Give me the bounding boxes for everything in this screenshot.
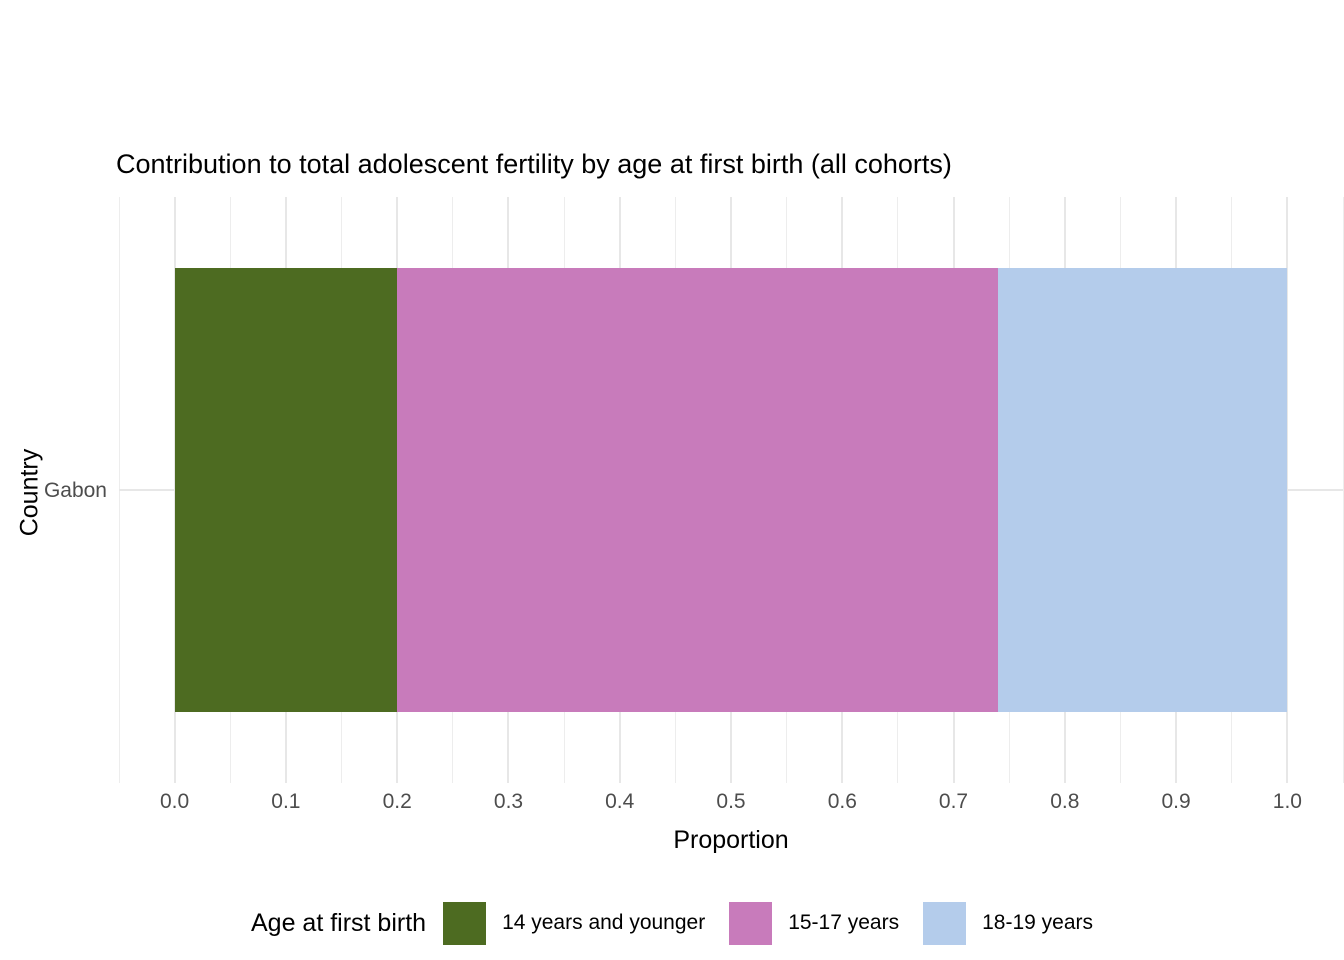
x-tick-label-0.1: 0.1 <box>271 790 301 813</box>
legend-label: 14 years and younger <box>502 911 706 934</box>
x-tick-label-0.6: 0.6 <box>827 790 857 813</box>
x-tick-label-0.2: 0.2 <box>382 790 412 813</box>
plot-panel: 0.0 0.1 0.2 0.3 0.4 0.5 0.6 0.7 0.8 0.9 1.0 <box>118 197 1344 813</box>
legend: Age at first birth 14 years and younger 1… <box>0 901 1344 945</box>
legend-title: Age at first birth <box>250 908 427 937</box>
gridline-minor-x <box>1342 197 1344 783</box>
legend-label: 18-19 years <box>982 911 1094 934</box>
legend-item-14-years-and-younger: 14 years and younger <box>443 901 706 945</box>
x-tick-label-0.5: 0.5 <box>716 790 746 813</box>
legend-swatch-icon <box>729 901 773 945</box>
legend-item-15-17-years: 15-17 years <box>729 901 900 945</box>
x-tick-label-0.9: 0.9 <box>1161 790 1191 813</box>
x-tick-label-0.7: 0.7 <box>938 790 969 813</box>
y-tick-label-gabon: Gabon <box>43 479 107 502</box>
legend-label: 15-17 years <box>788 911 900 934</box>
chart-title: Contribution to total adolescent fertili… <box>116 149 952 179</box>
x-axis-title: Proportion <box>673 826 789 854</box>
x-tick-label-0.4: 0.4 <box>605 790 635 813</box>
legend-swatch-icon <box>923 901 967 945</box>
x-tick-label-0.0: 0.0 <box>159 790 190 813</box>
x-tick-label-1.0: 1.0 <box>1272 790 1302 813</box>
bar-segment-14-years-and-younger <box>174 268 398 712</box>
bar-segment-15-17-years <box>397 268 999 712</box>
legend-item-18-19-years: 18-19 years <box>923 901 1094 945</box>
bar-segment-18-19-years <box>998 268 1288 712</box>
stacked-bar-gabon <box>174 268 1288 712</box>
x-tick-label-0.3: 0.3 <box>493 790 524 813</box>
x-tick-label-0.8: 0.8 <box>1050 790 1080 813</box>
legend-swatch-icon <box>443 901 487 945</box>
